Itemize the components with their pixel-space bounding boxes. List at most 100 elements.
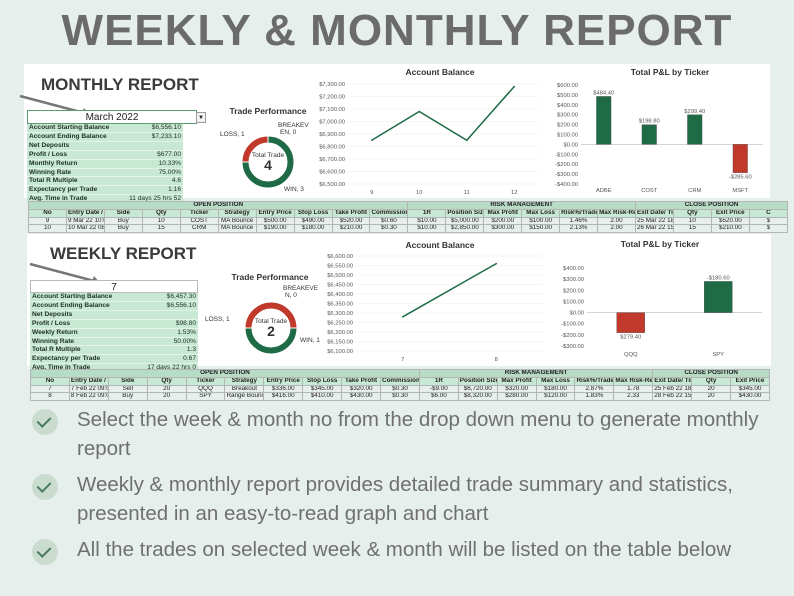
total-trade-label: Total Trade	[252, 152, 285, 159]
balance-point	[513, 85, 516, 88]
table-cell: 9 Mar 22 10:00	[65, 216, 105, 226]
table-cell: $150.00	[521, 224, 561, 234]
stat-value: 1.53%	[133, 328, 198, 338]
table-cell: 2.33	[613, 392, 654, 402]
stat-value: $677.00	[120, 150, 183, 160]
stat-value: $7,233.10	[120, 132, 183, 142]
column-header: Exit Price	[710, 208, 750, 218]
stat-row: Expectancy per Trade 1.16	[27, 185, 183, 196]
table-cell: Sell	[107, 384, 148, 394]
table-cell: 20	[146, 384, 187, 394]
loss-label: LOSS, 1	[220, 131, 245, 138]
table-cell: $410.00	[302, 392, 343, 402]
table-cell: 20	[691, 392, 732, 402]
stat-label: Account Ending Balance	[27, 132, 121, 142]
win-label: WIN, 3	[284, 186, 304, 193]
stat-value: $6,457.30	[133, 293, 198, 302]
balance-point	[495, 262, 498, 265]
dropdown-arrow-icon[interactable]: ▼	[196, 112, 206, 123]
stat-row: Total R Multiple 4.6	[27, 176, 183, 187]
table-cell: 10	[28, 224, 67, 234]
month-selector[interactable]: March 2022	[27, 110, 197, 124]
monthly-balance-title: Account Balance	[405, 67, 475, 77]
y-tick-label: $6,700.00	[319, 157, 345, 163]
monthly-pl-by-ticker-chart: $600.00 $500.00 $400.00 $300.00 $200.00 $100.…	[555, 83, 763, 194]
table-cell: $210.00	[710, 224, 750, 234]
column-header: No	[30, 376, 70, 386]
table-cell: $336.00	[263, 384, 304, 394]
y-tick-label: $6,250.00	[327, 321, 353, 327]
stat-label: Net Deposits	[30, 310, 134, 320]
table-cell: 1.83%	[574, 392, 615, 402]
stat-value: $6,556.10	[133, 301, 198, 311]
weekly-account-balance-chart: $6,600.00 $6,550.00 $6,500.00 $6,450.00 $6,4…	[327, 254, 543, 363]
monthly-trades-table: OPEN POSITION RISK MANAGEMENT CLOSE POSITI…	[27, 201, 789, 234]
monthly-perf-title: Trade Performance	[229, 106, 307, 116]
table-group-header: OPEN POSITION RISK MANAGEMENT CLOSE POSITI…	[30, 369, 770, 378]
table-cell: SPY	[185, 392, 226, 402]
table-cell: MA Bounce	[217, 224, 257, 234]
column-header: Max Risk-Reward	[613, 376, 654, 386]
total-trade-value: 2	[267, 323, 275, 339]
breakeven-label: BREAKEVE	[283, 285, 319, 292]
x-tick-label: MSFT	[732, 188, 748, 194]
stat-label: Profit / Loss	[27, 150, 121, 160]
y-tick-label: $100.00	[557, 133, 578, 139]
table-cell: 15	[672, 224, 712, 234]
stat-label: Winning Rate	[30, 337, 134, 347]
table-cell: 9	[28, 216, 67, 226]
table-cell: QQQ	[185, 384, 226, 394]
data-label: $198.80	[639, 119, 660, 125]
y-tick-label: $400.00	[557, 103, 578, 109]
data-label: -$285.60	[729, 175, 752, 181]
table-cell: 10	[141, 216, 181, 226]
y-tick-label: $300.00	[563, 277, 584, 283]
column-header: Max Risk-Reward	[597, 208, 636, 218]
data-label: $279.40	[620, 335, 641, 341]
table-cell: $10.00	[407, 224, 447, 234]
table-cell: 1.78	[613, 384, 654, 394]
group-header-cell: OPEN POSITION	[30, 369, 420, 378]
monthly-stats-table: Account Starting Balance $6,556.10 Account…	[27, 124, 183, 205]
column-header: 1R	[407, 208, 447, 218]
pl-bar	[732, 144, 748, 173]
table-cell: 20	[691, 384, 732, 394]
stat-label: Net Deposits	[27, 141, 121, 151]
y-tick-label: $7,300.00	[319, 82, 345, 88]
column-header: Exit Date/ Time	[652, 376, 693, 386]
y-tick-label: $6,600.00	[327, 254, 353, 260]
stat-value	[120, 141, 183, 151]
weekly-pl-by-ticker-chart: $400.00 $300.00 $200.00 $100.00 $0.00 -$100.0…	[561, 266, 762, 358]
group-header-cell: OPEN POSITION	[27, 201, 409, 210]
table-row: 77 Feb 22 09:00Sell20QQQBreakout$336.00$…	[30, 384, 770, 394]
stat-label: Weekly Return	[30, 328, 134, 338]
x-tick-label: QQQ	[624, 352, 638, 358]
total-trade-value: 4	[264, 157, 272, 173]
y-tick-label: $6,300.00	[327, 311, 353, 317]
x-tick-label: CRM	[688, 188, 701, 194]
stat-row: Account Ending Balance $6,556.10	[30, 301, 198, 311]
table-cell: $520.00	[710, 216, 750, 226]
stat-value: 10.33%	[120, 159, 183, 169]
stat-row: Account Ending Balance $7,233.10	[27, 132, 183, 142]
balance-point	[370, 139, 373, 142]
column-header: Position Size	[457, 376, 498, 386]
week-selector[interactable]: 7	[30, 280, 198, 293]
y-tick-label: $6,600.00	[319, 170, 345, 176]
column-header: Qty	[141, 208, 181, 218]
table-cell: Buy	[103, 216, 143, 226]
win-label: WIN, 1	[300, 337, 320, 344]
check-icon	[32, 474, 58, 500]
x-tick-label: 7	[401, 357, 404, 363]
column-header: Qty	[672, 208, 712, 218]
feature-item: All the trades on selected week & month …	[32, 535, 772, 565]
pl-bar	[596, 96, 612, 145]
table-cell: Buy	[107, 392, 148, 402]
stat-value: $6,556.10	[120, 124, 183, 133]
column-header: Stop Loss	[302, 376, 343, 386]
stat-value: 1.16	[120, 185, 183, 196]
x-tick-label: COST	[641, 188, 658, 194]
x-tick-label: 8	[495, 357, 498, 363]
table-cell: $5,000.00	[445, 216, 485, 226]
stat-row: Weekly Return 1.53%	[30, 328, 198, 338]
